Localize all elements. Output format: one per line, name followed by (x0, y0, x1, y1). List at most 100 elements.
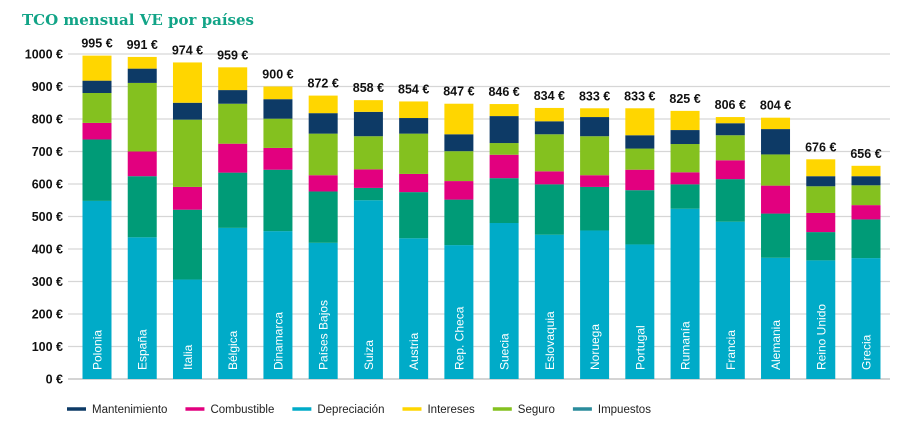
category-label: Noruega (588, 324, 602, 370)
total-label: 676 € (805, 140, 836, 154)
bar-segment-depreciación (670, 208, 700, 379)
bar-segment-impuestos (353, 187, 383, 201)
total-label: 959 € (217, 48, 248, 62)
total-label: 872 € (308, 77, 339, 91)
y-tick-label: 0 € (46, 373, 63, 387)
bar-segment-depreciación (761, 257, 791, 379)
category-label: Francia (724, 330, 738, 370)
bar-segment-seguro (489, 143, 519, 155)
total-label: 806 € (715, 98, 746, 112)
bar-segment-intereses (851, 165, 881, 177)
category-label: Rumanía (679, 321, 693, 370)
bar-segment-depreciación (308, 242, 338, 379)
bar-segment-impuestos (218, 172, 248, 228)
category-label: Países Bajos (317, 300, 331, 370)
legend-label: Seguro (518, 404, 555, 416)
bar-segment-mantenimiento (263, 99, 293, 119)
bar-segment-intereses (580, 108, 610, 118)
bar-segment-impuestos (761, 213, 791, 258)
bar-segment-depreciación (218, 227, 248, 379)
category-label: Eslovaquia (543, 311, 557, 370)
bar-segment-impuestos (172, 209, 202, 280)
bar-segment-seguro (625, 148, 655, 170)
bar-segment-mantenimiento (580, 117, 610, 137)
total-label: 854 € (398, 82, 429, 96)
bar-segment-mantenimiento (172, 102, 202, 120)
y-tick-label: 1000 € (25, 48, 63, 62)
bar-segment-depreciación (580, 230, 610, 379)
bar-segment-mantenimiento (399, 118, 429, 134)
total-label: 858 € (353, 81, 384, 95)
bar-segment-depreciación (806, 260, 836, 379)
bar-segment-seguro (82, 93, 112, 123)
y-tick-label: 600 € (32, 178, 63, 192)
bar-segment-intereses (670, 110, 700, 131)
bar-segment-depreciación (851, 258, 881, 379)
bar-segment-impuestos (670, 184, 700, 209)
bar-segment-mantenimiento (82, 80, 112, 93)
category-label: Rep. Checa (452, 306, 466, 370)
category-label: Bélgica (226, 330, 240, 370)
bar-segment-combustible (806, 212, 836, 233)
bar-segment-seguro (399, 133, 429, 174)
y-tick-label: 500 € (32, 210, 63, 224)
bar-segment-seguro (353, 136, 383, 170)
total-label: 991 € (127, 38, 158, 52)
legend-label: Combustible (210, 404, 274, 416)
category-label: Austria (407, 332, 421, 370)
bar-segment-mantenimiento (670, 130, 700, 145)
bar-segment-combustible (353, 169, 383, 188)
category-label: Italia (181, 344, 195, 370)
bar-segment-mantenimiento (625, 135, 655, 149)
bar-segment-intereses (534, 107, 564, 122)
bar-segment-intereses (82, 55, 112, 81)
bar-segment-seguro (761, 154, 791, 186)
total-label: 847 € (443, 85, 474, 99)
legend-label: Impuestos (598, 404, 651, 416)
bar-segment-mantenimiento (218, 90, 248, 104)
bar-segment-combustible (625, 169, 655, 191)
bar-segment-intereses (761, 117, 791, 130)
bar-segment-depreciación (444, 245, 474, 379)
bar-segment-intereses (218, 67, 248, 91)
bar-segment-impuestos (625, 190, 655, 245)
bar-segment-seguro (851, 185, 881, 206)
bar-segment-seguro (670, 144, 700, 173)
bar-segment-combustible (82, 122, 112, 140)
bar-segment-seguro (308, 133, 338, 176)
bar-segment-impuestos (444, 199, 474, 246)
bar-segment-impuestos (715, 179, 745, 222)
bar-segment-combustible (172, 186, 202, 210)
total-label: 804 € (760, 99, 791, 113)
bar-segment-intereses (806, 159, 836, 177)
bar-segment-seguro (715, 135, 745, 161)
total-label: 846 € (488, 85, 519, 99)
bar-segment-mantenimiento (715, 123, 745, 136)
bar-segment-impuestos (82, 139, 112, 201)
category-label: Suecia (498, 333, 512, 370)
total-label: 995 € (81, 37, 112, 51)
category-label: Alemania (769, 320, 783, 370)
bar-segment-combustible (580, 175, 610, 187)
bar-segment-combustible (218, 143, 248, 173)
bar-segment-mantenimiento (851, 176, 881, 186)
y-tick-label: 300 € (32, 275, 63, 289)
bar-segment-intereses (715, 117, 745, 124)
bar-segment-impuestos (308, 191, 338, 243)
bar-segment-seguro (263, 118, 293, 148)
bar-segment-impuestos (399, 192, 429, 239)
category-label: Dinamarca (271, 312, 285, 370)
bar-segment-depreciación (353, 200, 383, 379)
total-label: 974 € (172, 43, 203, 57)
total-label: 825 € (669, 92, 700, 106)
bar-segment-seguro (127, 82, 157, 152)
bar-segment-impuestos (263, 169, 293, 232)
y-tick-label: 400 € (32, 243, 63, 257)
bar-segment-combustible (263, 147, 293, 170)
bar-segment-combustible (399, 173, 429, 193)
legend-label: Mantenimiento (92, 404, 167, 416)
bar-segment-depreciación (127, 237, 157, 379)
bar-segment-depreciación (399, 238, 429, 379)
bar-segment-mantenimiento (806, 176, 836, 187)
bar-segment-intereses (353, 100, 383, 112)
